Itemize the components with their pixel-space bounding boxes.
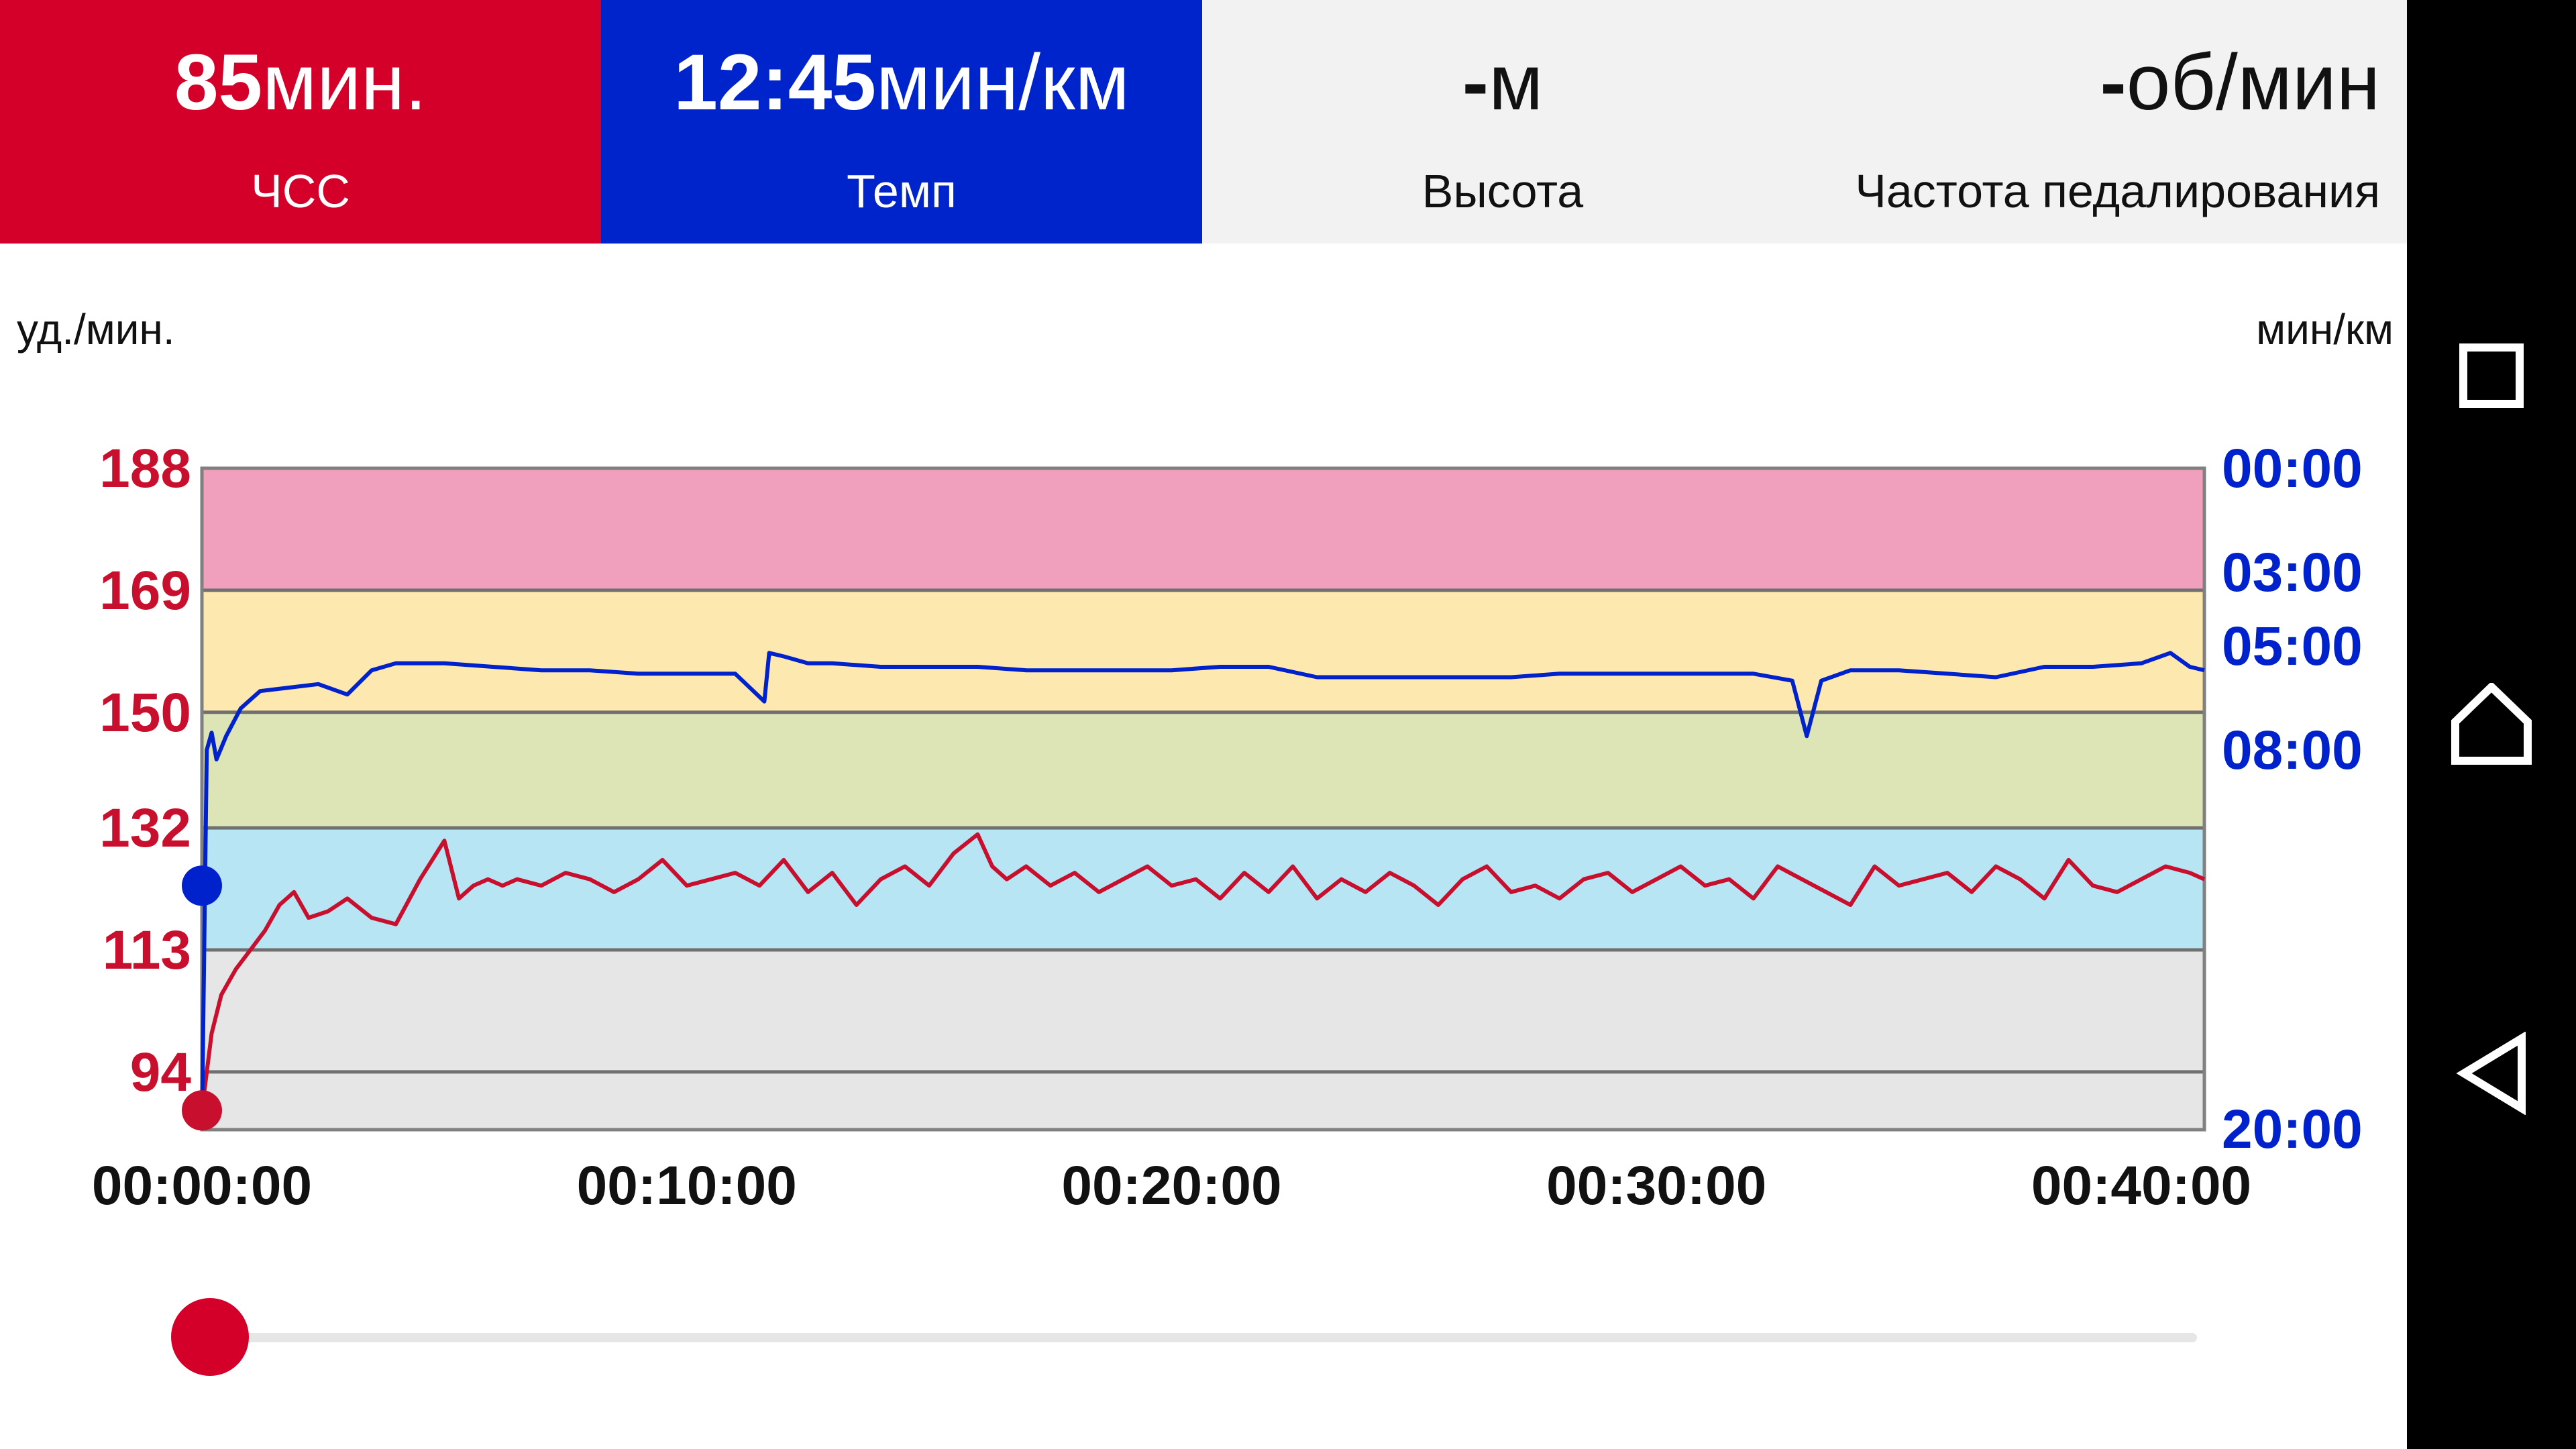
- recents-icon: [2459, 343, 2524, 408]
- y-tick-label: 188: [99, 438, 191, 499]
- hr-cursor-dot: [182, 1090, 222, 1131]
- x-tick-label: 00:20:00: [1061, 1155, 1281, 1216]
- y2-tick-label: 20:00: [2222, 1099, 2363, 1160]
- y-tick-label: 113: [103, 920, 191, 981]
- home-icon: [2451, 683, 2532, 765]
- pace-cursor-dot: [182, 865, 222, 906]
- hr-zone-band-4: [202, 949, 2204, 1130]
- hr-label: ЧСС: [251, 165, 350, 217]
- altitude-unit: м: [1489, 38, 1544, 127]
- pace-label: Темп: [847, 165, 957, 217]
- y2-tick-label: 00:00: [2222, 438, 2363, 499]
- hr-unit: мин.: [262, 38, 427, 127]
- slider-track[interactable]: [211, 1333, 2197, 1342]
- metrics-bar: 85мин. ЧСС 12:45мин/км Темп -м Высота -о…: [0, 0, 2407, 244]
- timeline-slider[interactable]: [171, 1295, 2197, 1382]
- y-axis-label: уд./мин.: [17, 305, 175, 354]
- y-tick-label: 150: [99, 682, 191, 743]
- hr-zone-band-3: [202, 828, 2204, 950]
- slider-thumb[interactable]: [171, 1298, 249, 1376]
- hr-tile[interactable]: 85мин. ЧСС: [0, 0, 601, 244]
- hr-zone-band-2: [202, 712, 2204, 828]
- y-tick-label: 132: [99, 798, 191, 859]
- hr-pace-chart[interactable]: уд./мин. мин/км 188 169 150 132 113 94 00:00 03…: [0, 244, 2407, 1250]
- y2-tick-label: 03:00: [2222, 542, 2363, 603]
- cadence-value: -об/мин: [2100, 38, 2381, 127]
- altitude-label: Высота: [1421, 165, 1584, 217]
- y-tick-label: 94: [130, 1042, 192, 1103]
- pace-value: 12:45мин/км: [674, 38, 1130, 127]
- altitude-value: -м: [1462, 38, 1544, 127]
- back-icon: [2456, 1032, 2526, 1115]
- home-button[interactable]: [2445, 678, 2538, 771]
- y2-tick-label: 05:00: [2222, 616, 2363, 677]
- cadence-unit: об/мин: [2126, 38, 2380, 127]
- pace-unit: мин/км: [876, 38, 1130, 127]
- x-tick-label: 00:30:00: [1546, 1155, 1766, 1216]
- x-tick-label: 00:40:00: [2031, 1155, 2251, 1216]
- x-tick-label: 00:00:00: [92, 1155, 312, 1216]
- cadence-tile[interactable]: -об/мин Частота педалирования: [1803, 0, 2407, 244]
- y-tick-label: 169: [99, 560, 191, 621]
- recents-button[interactable]: [2445, 329, 2538, 423]
- system-nav-bar: [2407, 0, 2576, 1449]
- y2-tick-label: 08:00: [2222, 720, 2363, 781]
- cadence-label: Частота педалирования: [1855, 165, 2380, 217]
- plot-frame: [200, 466, 2206, 1132]
- hr-zone-band-0: [202, 468, 2204, 590]
- pace-series-line: [200, 651, 2205, 1130]
- back-button[interactable]: [2445, 1026, 2538, 1120]
- hr-zone-band-1: [202, 590, 2204, 712]
- hr-series-line: [200, 832, 2206, 1111]
- altitude-tile[interactable]: -м Высота: [1202, 0, 1803, 244]
- x-tick-label: 00:10:00: [577, 1155, 797, 1216]
- y2-axis-label: мин/км: [2256, 305, 2394, 354]
- pace-tile[interactable]: 12:45мин/км Темп: [601, 0, 1202, 244]
- app-screen: 85мин. ЧСС 12:45мин/км Темп -м Высота -о…: [0, 0, 2407, 1382]
- hr-value: 85мин.: [174, 38, 427, 127]
